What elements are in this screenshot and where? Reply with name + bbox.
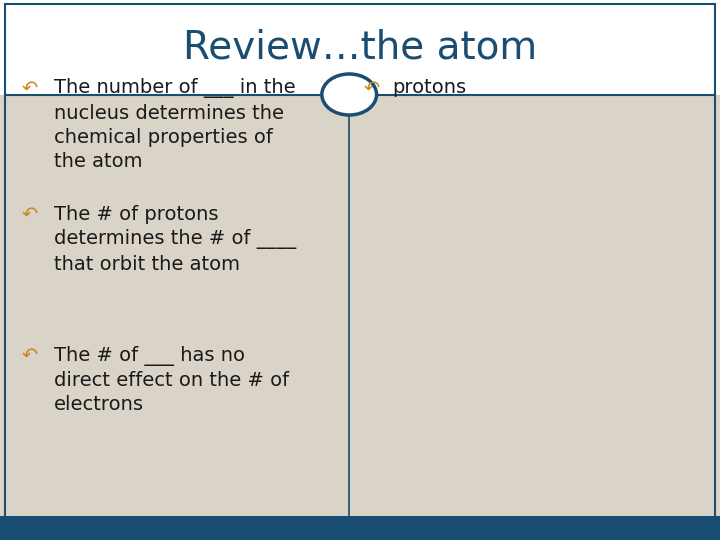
Text: protons: protons [392, 78, 467, 97]
Text: The number of ___ in the
nucleus determines the
chemical properties of
the atom: The number of ___ in the nucleus determi… [54, 78, 296, 171]
Text: Review…the atom: Review…the atom [183, 28, 537, 66]
Circle shape [322, 74, 377, 115]
Text: ↶: ↶ [364, 78, 380, 97]
Bar [0, 516, 720, 540]
Text: ↶: ↶ [22, 78, 38, 97]
Bar [0, 0, 720, 94]
Text: ↶: ↶ [22, 205, 38, 224]
Bar [0, 94, 720, 516]
Text: ↶: ↶ [22, 346, 38, 365]
Text: The # of protons
determines the # of ____
that orbit the atom: The # of protons determines the # of ___… [54, 205, 296, 274]
Text: The # of ___ has no
direct effect on the # of
electrons: The # of ___ has no direct effect on the… [54, 346, 289, 414]
